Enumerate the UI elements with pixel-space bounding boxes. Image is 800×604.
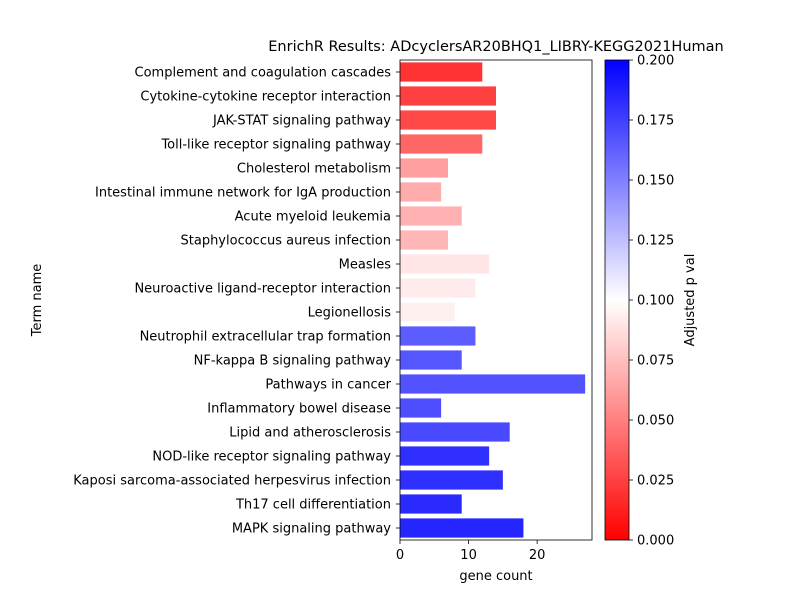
bar [400, 158, 448, 178]
plot-frame [399, 59, 593, 541]
colorbar-tick-label: 0.025 [637, 474, 674, 489]
bar [400, 518, 524, 538]
bar [400, 182, 442, 202]
bar [400, 62, 483, 82]
bar [400, 350, 462, 370]
y-tick-label: Cytokine-cytokine receptor interaction [140, 90, 391, 105]
bar [400, 326, 476, 346]
x-tick-label: 0 [396, 548, 404, 563]
bar [400, 278, 476, 298]
y-tick-label: JAK-STAT signaling pathway [212, 114, 391, 129]
y-tick-label: Acute myeloid leukemia [235, 210, 391, 225]
bar [400, 134, 483, 154]
y-tick-label: MAPK signaling pathway [232, 522, 391, 537]
colorbar-tick-label: 0.000 [637, 534, 674, 549]
bar [400, 398, 442, 418]
bar [400, 230, 448, 250]
bar [400, 302, 455, 322]
colorbar-tick-label: 0.200 [637, 54, 674, 69]
y-tick-label: Inflammatory bowel disease [207, 402, 391, 417]
bars-group [400, 62, 586, 538]
x-axis: 0 10 20 [396, 540, 546, 563]
colorbar: 0.000 0.025 0.050 0.075 0.100 0.125 0.150 0.175… [604, 54, 698, 549]
x-axis-label: gene count [459, 569, 532, 584]
y-tick-label: NOD-like receptor signaling pathway [152, 450, 391, 465]
y-tick-label: Legionellosis [308, 306, 392, 321]
y-tick-label: Cholesterol metabolism [237, 162, 391, 177]
colorbar-gradient [604, 59, 630, 541]
y-tick-label: Lipid and atherosclerosis [229, 426, 391, 441]
bar [400, 374, 586, 394]
y-tick-label: Toll-like receptor signaling pathway [160, 138, 391, 153]
colorbar-tick-label: 0.050 [637, 414, 674, 429]
bar [400, 206, 462, 226]
y-tick-label: Neutrophil extracellular trap formation [140, 330, 391, 345]
y-tick-label: Measles [339, 258, 392, 273]
x-tick-label: 10 [460, 548, 477, 563]
bar [400, 494, 462, 514]
y-tick-label: Intestinal immune network for IgA produc… [95, 186, 391, 201]
y-tick-labels: Complement and coagulation cascades Cytok… [73, 66, 400, 537]
colorbar-tick-label: 0.150 [637, 174, 674, 189]
chart-title: EnrichR Results: ADcyclersAR20BHQ1_LIBRY… [268, 39, 723, 55]
bar [400, 254, 490, 274]
bar [400, 422, 510, 442]
colorbar-tick-label: 0.125 [637, 234, 674, 249]
bar [400, 470, 503, 490]
y-tick-label: NF-kappa B signaling pathway [194, 354, 392, 369]
y-tick-label: Staphylococcus aureus infection [181, 234, 392, 249]
bar [400, 86, 496, 106]
y-tick-label: Neuroactive ligand-receptor interaction [134, 282, 391, 297]
colorbar-tick-label: 0.075 [637, 354, 674, 369]
y-tick-label: Pathways in cancer [265, 378, 391, 393]
bar [400, 446, 490, 466]
colorbar-label: Adjusted p val [683, 254, 698, 347]
y-axis-label: Term name [30, 264, 45, 338]
colorbar-tick-label: 0.175 [637, 114, 674, 129]
y-tick-label: Th17 cell differentiation [235, 498, 391, 513]
y-tick-label: Complement and coagulation cascades [135, 66, 392, 81]
colorbar-tick-label: 0.100 [637, 294, 674, 309]
y-tick-label: Kaposi sarcoma-associated herpesvirus in… [73, 474, 391, 489]
bar [400, 110, 496, 130]
colorbar-ticks: 0.000 0.025 0.050 0.075 0.100 0.125 0.150 0.175… [629, 54, 674, 549]
x-tick-label: 20 [529, 548, 546, 563]
